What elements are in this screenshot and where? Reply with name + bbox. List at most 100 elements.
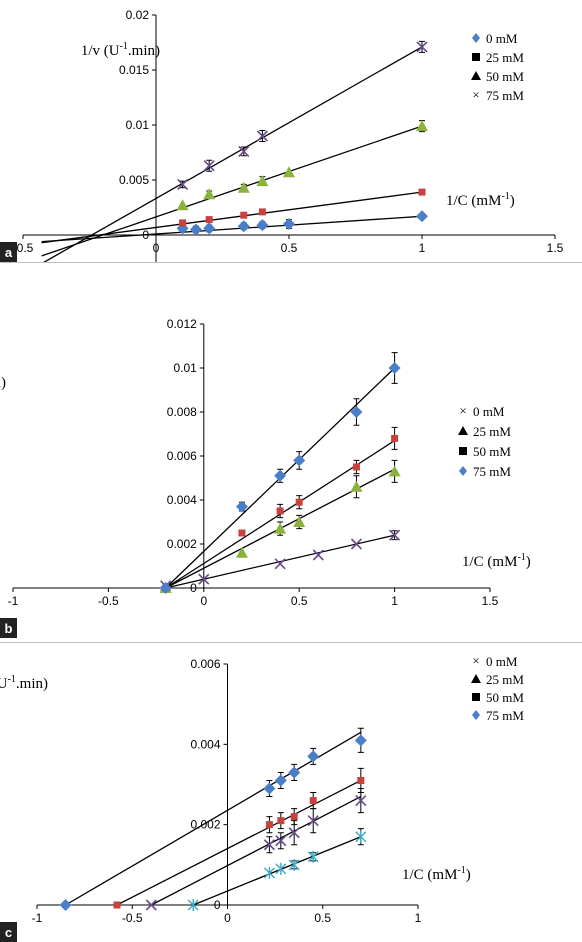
data-point [205,216,213,224]
x-tick-label: 1 [419,241,426,255]
data-point [237,220,250,233]
legend-marker: × [472,653,479,668]
legend-label: 75 mM [486,88,524,103]
data-point [189,223,202,236]
legend-marker [472,693,480,701]
data-point [237,181,250,193]
data-point [275,862,287,875]
panel-label-box [0,242,17,262]
data-point [354,734,367,747]
data-point [293,516,306,527]
x-tick-label: -0.5 [122,911,143,925]
legend-label: 0 mM [486,654,518,669]
data-point [290,813,298,821]
data-point [59,899,72,911]
x-tick-label: 1 [391,594,398,608]
legend-label: 0 mM [473,404,505,419]
y-tick-label: 0.005 [119,173,149,187]
legend-label: 25 mM [486,672,524,687]
y-axis-title: 1/v (U-1.min) [0,674,48,692]
data-point [203,188,216,200]
y-tick-label: 0.002 [167,537,197,551]
legend-marker [471,674,481,683]
data-point [275,835,287,847]
data-point [256,175,269,187]
y-tick-label: 0.015 [119,63,149,77]
data-point [238,145,250,157]
trend-line [151,795,362,906]
data-point [263,839,275,851]
y-tick-label: 0.012 [167,317,197,331]
legend-marker [471,71,481,80]
data-point [350,406,363,418]
data-point [235,546,248,558]
data-point [265,821,273,829]
y-tick-label: 0 [214,898,221,912]
legend-label: 75 mM [473,464,511,479]
legend-marker [472,33,480,43]
data-point [288,827,300,839]
chart-a-svg: -0.500.511.5-0.00500.0050.010.0150.021/v… [0,8,564,262]
x-tick-label: 0.5 [281,241,298,255]
chart-panel-a: -0.500.511.5-0.00500.0050.010.0150.021/v… [0,0,582,262]
data-point [389,529,401,541]
panel-label-box [0,618,17,638]
legend-marker [459,466,467,476]
x-tick-label: 1.5 [482,594,499,608]
data-point [256,130,268,142]
data-point [256,219,269,232]
data-point [293,454,306,467]
data-point [277,817,285,825]
x-tick-label: 0.5 [291,594,308,608]
chart-panel-b: -1 -0.5 0 0.5 1 1.5 0 0.002 0.004 0.006 0.008 0.01 0… [0,263,582,642]
data-point [283,218,295,230]
trend-line [192,836,362,906]
x-tick-label: 0 [224,911,231,925]
data-point [276,507,284,515]
chart-b-svg: -1 -0.5 0 0.5 1 1.5 0 0.002 0.004 0.006 0.008 0.01 0… [0,317,531,638]
x-tick-label: 0 [153,241,160,255]
legend-marker [472,53,480,61]
data-point [283,166,295,178]
data-point [263,782,276,795]
x-tick-label: 0.5 [314,911,331,925]
data-point [198,573,210,585]
x-axis-title: 1/C (mM-1) [446,191,515,209]
legend-label: 75 mM [486,708,524,723]
data-point [391,434,399,442]
y-tick-label: 0.02 [126,8,150,22]
legend-label: 50 mM [473,444,511,459]
data-point [235,500,248,513]
data-point [145,899,157,911]
data-point [418,188,426,196]
data-point [307,850,319,863]
trend-line [116,779,362,906]
data-point [416,120,428,132]
data-point [312,549,324,561]
trend-line [165,534,395,589]
legend-marker [459,447,467,455]
data-point [388,362,401,374]
x-tick-label: 1.5 [547,241,564,255]
legend-label: 0 mM [486,31,518,46]
data-point [350,480,363,492]
panel-divider [0,642,582,643]
data-point [203,160,215,172]
y-tick-label: 0.006 [190,657,220,671]
legend-marker: × [472,87,479,102]
legend-marker: × [459,403,466,418]
y-tick-label: 0 [190,581,197,595]
x-tick-label: -0.5 [98,594,119,608]
data-point [274,558,286,570]
trend-line [65,731,362,906]
data-point [240,211,248,219]
data-point [288,766,301,779]
x-tick-label: 0 [200,594,207,608]
data-point [355,830,367,843]
y-tick-label: 0.004 [167,493,197,507]
data-point [263,866,275,879]
data-point [238,529,246,537]
y-tick-label: 0.008 [167,405,197,419]
